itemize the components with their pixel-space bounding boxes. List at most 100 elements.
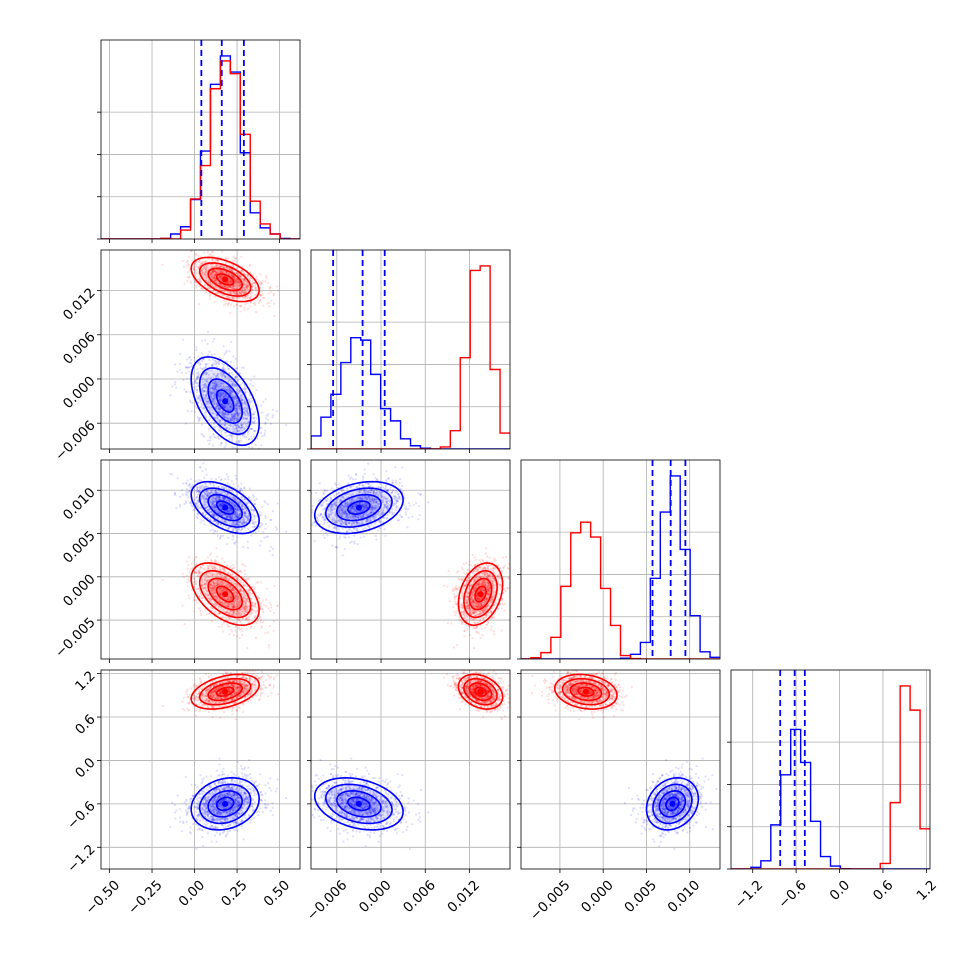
scatter-point [243,397,246,400]
scatter-point [228,285,231,288]
scatter-point [185,490,188,494]
y-tick-label: 0.006 [60,329,99,368]
scatter-point [260,294,263,297]
scatter-point [185,390,188,393]
scatter-point [239,304,243,307]
scatter-point [253,422,256,425]
scatter-point [231,269,234,272]
scatter-point [220,392,223,395]
scatter-point [199,259,202,262]
scatter-point [228,285,231,288]
scatter-point [272,611,276,615]
scatter-point [206,287,209,290]
scatter-point [213,514,217,517]
scatter-point [216,415,219,418]
scatter-point [233,416,236,419]
scatter-point [232,384,235,387]
scatter-point [263,432,266,435]
scatter-point [221,412,224,415]
scatter-point [225,416,228,419]
scatter-point [208,358,211,362]
scatter-point [235,278,238,281]
scatter-point [209,377,212,380]
scatter-point [217,407,220,410]
scatter-point [239,283,242,286]
scatter-point [221,387,224,390]
scatter-point [204,513,207,517]
scatter-point [255,454,257,456]
scatter-point [219,395,222,398]
scatter-point [226,413,229,416]
scatter-point [230,406,233,410]
scatter-point [201,268,205,271]
scatter-point [194,274,197,277]
scatter-point [194,271,197,274]
scatter-point [186,366,189,369]
scatter-point [217,383,220,386]
scatter-point [241,270,245,273]
scatter-point [260,444,263,447]
scatter-point [234,385,237,388]
scatter-point [237,426,240,429]
scatter-point [229,408,232,411]
scatter-point [244,413,247,417]
scatter-point [214,381,217,385]
scatter-point [246,285,250,288]
scatter-point [217,392,220,395]
scatter-point [211,528,214,531]
scatter-point [181,604,184,607]
scatter-point [277,470,279,472]
scatter-point [249,296,252,299]
scatter-point [218,399,221,402]
scatter-point [212,398,215,401]
scatter-point [212,398,215,401]
scatter-point [258,280,261,283]
scatter-point [226,281,229,284]
scatter-point [230,480,233,483]
scatter-point [184,365,188,369]
scatter-point [211,270,214,273]
scatter-point [202,406,205,409]
scatter-point [204,385,207,388]
scatter-point [189,478,192,481]
scatter-point [240,423,243,427]
scatter-point [225,542,229,546]
scatter-point [201,497,205,500]
scatter-point [174,381,177,384]
scatter-point [211,397,214,400]
scatter-point [243,278,246,281]
scatter-point [247,453,249,455]
scatter-point [180,371,184,374]
scatter-point [214,295,217,299]
scatter-point [246,411,250,415]
scatter-point [259,431,263,434]
scatter-point [254,287,257,290]
scatter-point [210,258,214,261]
scatter-point [206,380,209,383]
scatter-point [245,627,248,630]
scatter-point [231,382,234,386]
scatter-point [231,275,234,279]
scatter-point [238,426,241,429]
scatter-point [268,550,271,553]
scatter-point [240,277,243,280]
scatter-point [216,534,219,537]
scatter-point [245,285,248,289]
scatter-point [245,409,248,412]
scatter-point [229,408,232,411]
scatter-point [196,574,199,577]
scatter-point [249,428,253,431]
scatter-point [201,388,204,391]
scatter-point [259,273,262,276]
scatter-point [202,519,205,522]
scatter-point [227,399,230,402]
scatter-point [222,414,225,417]
scatter-point [235,417,238,420]
scatter-point [257,282,261,285]
scatter-point [228,401,231,404]
scatter-point [250,283,253,286]
scatter-point [251,400,254,403]
scatter-point [234,431,237,434]
scatter-point [197,396,201,399]
scatter-point [221,289,224,292]
